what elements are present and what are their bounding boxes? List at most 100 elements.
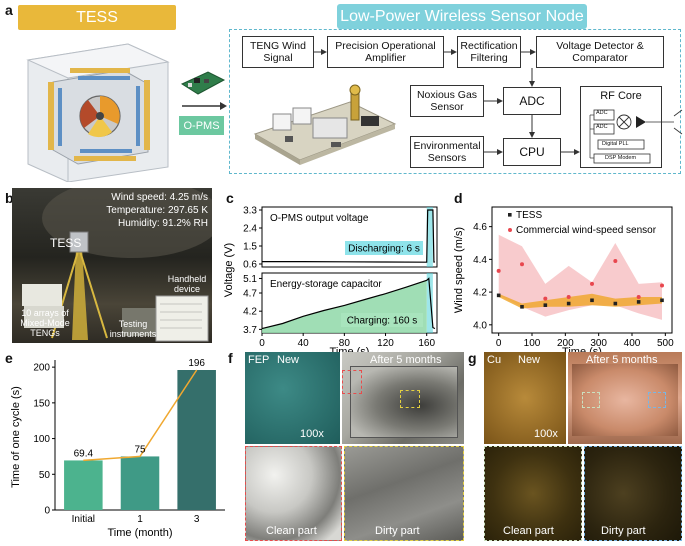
chart-e-trend-line bbox=[83, 369, 198, 462]
fep-clean-marker bbox=[342, 370, 362, 394]
box-adc: ADC bbox=[503, 87, 561, 115]
chart-c-xtick-label: 0 bbox=[259, 338, 265, 349]
chart-c-discharge-band-1 bbox=[426, 273, 433, 333]
chart-c-voltage: 0.6 1.5 2.4 3.3 O-PMS output voltage Discharg… bbox=[223, 206, 438, 355]
panel-label-f: f bbox=[228, 350, 233, 366]
chart-c-xlabel: Time (s) bbox=[330, 346, 370, 355]
fep-material-label: FEP bbox=[248, 354, 270, 366]
chart-d-xtick-label: 300 bbox=[590, 338, 607, 349]
fep-new-label: New bbox=[277, 354, 300, 366]
rf-adc-label-2: ADC bbox=[596, 124, 608, 130]
tess-banner: TESS bbox=[18, 5, 176, 30]
box-noxious-gas: Noxious Gas Sensor bbox=[410, 85, 484, 117]
chart-e-ytick-label: 0 bbox=[44, 506, 50, 517]
fep-plate bbox=[350, 366, 458, 438]
chart-c-ytick-label: 2.4 bbox=[243, 224, 257, 235]
chart-d-ytick-label: 4.2 bbox=[473, 288, 487, 299]
cu-after-label: After 5 months bbox=[586, 354, 658, 366]
chart-c-annotation-1: Energy-storage capacitor bbox=[270, 279, 382, 290]
chart-d-point-tess bbox=[543, 303, 548, 307]
chart-d-point-tess bbox=[613, 301, 618, 306]
fep-after-photo: After 5 months bbox=[342, 352, 464, 444]
fep-clean-label: Clean part bbox=[266, 525, 317, 537]
cu-dirty-label: Dirty part bbox=[601, 525, 646, 537]
chart-d-point-commercial bbox=[520, 262, 524, 267]
teng-arrays-label: 10 arrays of Mixed-Mode TENGs bbox=[20, 308, 70, 338]
chart-d-ytick-label: 4.0 bbox=[473, 320, 487, 331]
chart-d-point-commercial bbox=[543, 296, 548, 301]
chart-e-cycle-time: Initial 1 3 69.4 75 196 0 50 100 150 200 Time (mont… bbox=[10, 358, 225, 539]
cu-clean-label: Clean part bbox=[503, 525, 554, 537]
chart-d-point-tess bbox=[590, 298, 594, 303]
opms-pcb-illustration bbox=[180, 71, 226, 95]
tess-device-illustration bbox=[26, 43, 170, 182]
panel-label-b: b bbox=[5, 190, 14, 206]
chart-d-point-commercial bbox=[496, 268, 501, 273]
field-scene bbox=[22, 188, 212, 342]
chart-c-frame-0 bbox=[261, 206, 438, 268]
chart-d-point-tess bbox=[660, 298, 664, 303]
chart-c-xtick-label: 40 bbox=[298, 338, 310, 349]
cu-plate bbox=[572, 364, 678, 436]
mine-field-photo: Wind speed: 4.25 m/s Temperature: 297.65… bbox=[12, 188, 212, 343]
chart-e-value-label: 69.4 bbox=[74, 448, 94, 459]
cu-material-label: Cu bbox=[487, 354, 502, 366]
chart-c-box-label-0: Discharging: 6 s bbox=[348, 244, 420, 255]
chart-d-point-commercial bbox=[660, 283, 664, 288]
cu-clean-micro-photo: Clean part bbox=[484, 446, 582, 541]
chart-c-ytick-label: 5.1 bbox=[243, 274, 257, 285]
chart-d-point-tess bbox=[636, 300, 641, 304]
chart-c-ytick-label: 3.7 bbox=[243, 325, 257, 336]
chart-d-point-tess bbox=[566, 301, 571, 306]
chart-d-frame bbox=[491, 206, 673, 334]
chart-c-ytick-label: 3.3 bbox=[243, 206, 257, 217]
panel-label-c: c bbox=[226, 190, 234, 206]
flow-arrows bbox=[314, 49, 580, 155]
cu-dirty-marker bbox=[648, 392, 666, 408]
chart-d-legend-commercial: Commercial wind-speed sensor bbox=[516, 225, 657, 236]
chart-d-band-0 bbox=[498, 293, 662, 309]
fep-zoom-label: 100x bbox=[300, 428, 324, 440]
chart-c-ylabel: Voltage (V) bbox=[223, 243, 235, 297]
chart-c-xtick-label: 80 bbox=[339, 338, 351, 349]
tess-photo-label: TESS bbox=[50, 236, 82, 250]
fep-dirty-micro-photo: Dirty part bbox=[344, 446, 464, 541]
testing-instruments-label: Testing instruments bbox=[109, 319, 157, 339]
chart-e-xtick-label: Initial bbox=[72, 514, 95, 525]
panel-label-g: g bbox=[468, 350, 477, 366]
cu-new-label: New bbox=[518, 354, 541, 366]
box-rectification: Rectification Filtering bbox=[457, 36, 521, 68]
chart-d-legend-tess: TESS bbox=[516, 210, 542, 221]
box-cpu: CPU bbox=[503, 138, 561, 166]
rf-adc-label-1: ADC bbox=[596, 110, 608, 116]
cu-new-photo: Cu New 100x bbox=[484, 352, 566, 444]
box-op-amp: Precision Operational Amplifier bbox=[327, 36, 444, 68]
chart-e-bar bbox=[120, 456, 160, 510]
chart-c-ytick-label: 0.6 bbox=[243, 260, 257, 271]
fep-dirty-marker bbox=[400, 390, 420, 408]
humidity-readout: Humidity: 91.2% RH bbox=[117, 218, 208, 229]
chart-d-ylabel: Wind speed (m/s) bbox=[453, 227, 465, 313]
cu-after-photo: After 5 months bbox=[568, 352, 682, 444]
chart-d-point-tess bbox=[520, 305, 524, 309]
sensor-node-pcb-illustration bbox=[253, 84, 397, 165]
fep-dirty-label: Dirty part bbox=[375, 525, 420, 537]
chart-d-xtick-label: 500 bbox=[657, 338, 674, 349]
chart-c-box-1 bbox=[341, 313, 423, 327]
chart-c-ytick-label: 4.7 bbox=[243, 289, 257, 300]
chart-d-xlabel: Time (s) bbox=[562, 346, 602, 355]
rf-dsp-label: DSP Modem bbox=[605, 155, 637, 161]
chart-c-series-line-0 bbox=[262, 209, 435, 263]
cu-zoom-label: 100x bbox=[534, 428, 558, 440]
chart-e-ytick-label: 200 bbox=[33, 363, 50, 374]
chart-e-xlabel: Time (month) bbox=[108, 527, 173, 539]
box-voltage-detector: Voltage Detector & Comparator bbox=[536, 36, 664, 68]
fep-after-label: After 5 months bbox=[370, 354, 442, 366]
panel-label-e: e bbox=[5, 350, 13, 366]
chart-d-xtick-label: 0 bbox=[496, 338, 502, 349]
panel-label-d: d bbox=[454, 190, 463, 206]
chart-c-series-line-1 bbox=[261, 277, 436, 330]
chart-e-ytick-label: 100 bbox=[33, 434, 50, 445]
chart-e-xtick-label: 3 bbox=[194, 514, 200, 525]
sensor-node-frame bbox=[229, 29, 681, 174]
